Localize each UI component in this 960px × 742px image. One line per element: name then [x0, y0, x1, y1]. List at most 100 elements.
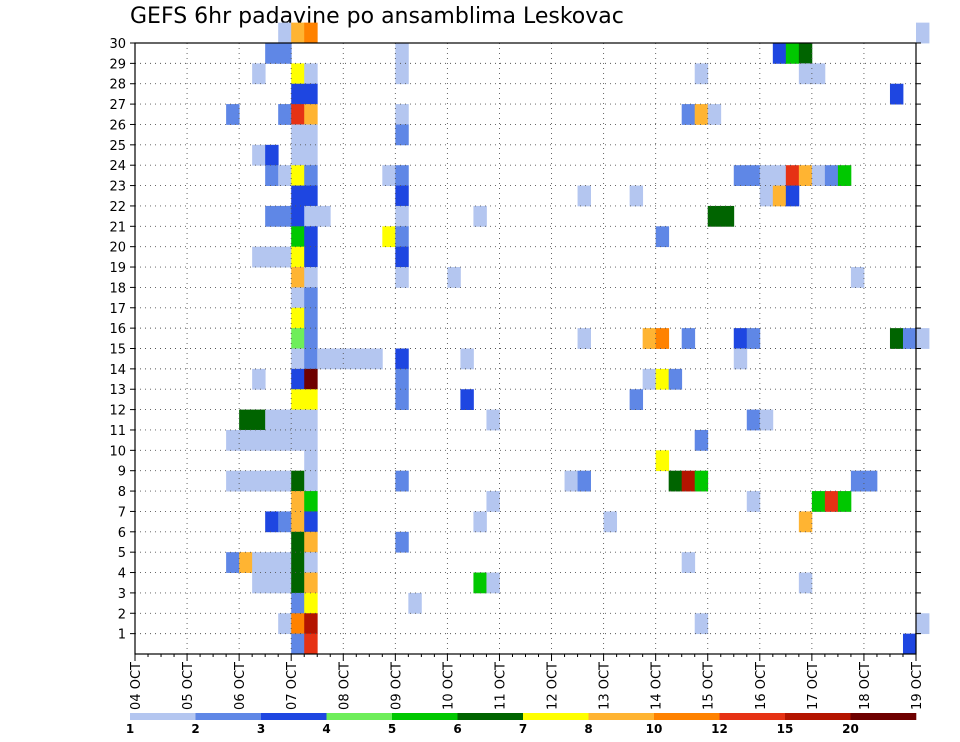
precip-cell [317, 348, 331, 370]
precip-cell [486, 572, 500, 594]
precip-cell [356, 348, 370, 370]
precip-cell [395, 226, 409, 248]
y-tick-label: 1 [118, 628, 126, 643]
precip-cell [655, 450, 670, 472]
precip-cell [642, 328, 657, 349]
precip-cell [278, 205, 292, 227]
precip-cell [655, 226, 670, 248]
x-tick-label: 17 OCT [806, 662, 821, 710]
precip-cell [291, 633, 305, 655]
precip-cell [395, 165, 409, 186]
precip-cell [291, 572, 305, 594]
precip-cell [304, 22, 318, 44]
precip-cell [317, 205, 331, 227]
legend-label: 15 [777, 722, 794, 736]
precip-cell [252, 552, 266, 573]
x-tick-label: 13 OCT [598, 662, 613, 710]
y-tick-label: 26 [109, 118, 126, 133]
precip-cell [916, 613, 930, 635]
precip-cell [291, 205, 305, 227]
precip-cell [395, 124, 409, 146]
x-tick-label: 04 OCT [129, 662, 144, 710]
y-tick-label: 6 [118, 526, 126, 541]
precip-cell [291, 511, 305, 533]
x-tick-label: 06 OCT [233, 662, 248, 710]
precip-cell [577, 328, 591, 349]
precip-cell [304, 83, 318, 105]
precip-cell [291, 409, 305, 431]
precip-cell [278, 43, 292, 64]
precip-cell [681, 470, 696, 492]
precip-cell [603, 511, 618, 533]
precip-cell [681, 552, 696, 573]
precip-cell [395, 104, 409, 125]
precip-cell [811, 491, 826, 512]
legend-label: 3 [257, 722, 265, 736]
precip-cell [304, 613, 318, 635]
precip-cell [733, 348, 748, 370]
precip-cell [408, 592, 422, 614]
precip-cell [759, 185, 774, 207]
precip-cell [265, 409, 279, 431]
precip-cell [304, 450, 318, 472]
precip-cell [889, 83, 904, 105]
precip-cell [772, 43, 787, 64]
legend-label: 8 [584, 722, 592, 736]
precip-cell [798, 43, 813, 64]
precip-cell [473, 205, 487, 227]
precip-cell [395, 205, 409, 227]
precip-cell [304, 511, 318, 533]
legend-color-swatch [588, 713, 655, 720]
precip-cell [278, 246, 292, 268]
precip-cell [304, 348, 318, 370]
legend-color-swatch [392, 713, 458, 720]
legend-color-swatch [785, 713, 851, 720]
precip-cell [226, 470, 240, 492]
precip-cell [304, 246, 318, 268]
precip-cell [343, 348, 357, 370]
precip-cell [916, 328, 930, 349]
precip-cell [785, 43, 800, 64]
y-tick-label: 12 [109, 404, 126, 419]
precip-cell [278, 613, 292, 635]
precip-cell [395, 470, 409, 492]
precip-cell [252, 246, 266, 268]
precip-cell [694, 63, 709, 85]
precip-cell [304, 144, 318, 166]
legend-color-swatch [523, 713, 589, 720]
precip-cell [304, 389, 318, 410]
y-tick-label: 18 [109, 281, 126, 296]
x-tick-label: 09 OCT [389, 662, 404, 710]
precip-cell [278, 165, 292, 186]
precip-cell [226, 104, 240, 125]
legend-label: 12 [711, 722, 728, 736]
precip-cell [681, 104, 696, 125]
precip-cell [850, 470, 865, 492]
precip-cell [629, 389, 644, 410]
precip-cell [291, 531, 305, 553]
y-tick-label: 3 [118, 587, 126, 602]
precip-cell [239, 429, 253, 451]
precip-cell [564, 470, 578, 492]
precip-cell [473, 572, 487, 594]
legend-label: 20 [842, 722, 859, 736]
precip-cell [291, 307, 305, 329]
precip-cell [694, 429, 709, 451]
precip-cell [239, 470, 253, 492]
precip-cell [395, 43, 409, 64]
precip-cell [369, 348, 383, 370]
precip-cell [304, 205, 318, 227]
precip-cell [252, 144, 266, 166]
legend-color-swatch [850, 713, 917, 720]
precip-cell [265, 205, 279, 227]
precip-cell [824, 165, 839, 186]
y-tick-label: 10 [109, 444, 126, 459]
precip-cell [304, 307, 318, 329]
y-tick-label: 21 [109, 220, 126, 235]
y-tick-label: 27 [109, 98, 126, 113]
precip-cell [226, 552, 240, 573]
precip-cell [291, 165, 305, 186]
y-tick-label: 17 [109, 302, 126, 317]
precip-cell [291, 22, 305, 44]
